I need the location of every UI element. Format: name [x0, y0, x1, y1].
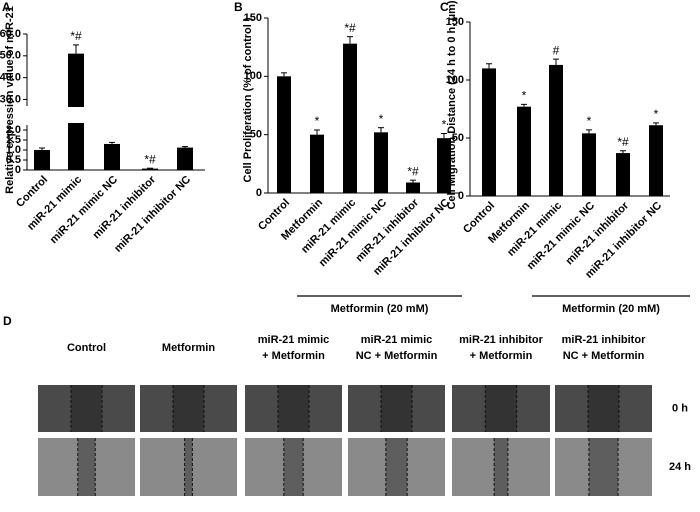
significance: # [553, 43, 560, 57]
y-tick-label: 0 [256, 187, 262, 199]
bracket-label: Metformin (20 mM) [331, 303, 429, 315]
bracket-label: Metformin (20 mM) [562, 303, 660, 315]
y-tick-label: 50 [452, 132, 464, 144]
wound-area [283, 438, 304, 496]
significance: * [654, 107, 659, 121]
significance: *# [344, 21, 356, 35]
significance: * [379, 112, 384, 126]
bar [343, 43, 357, 193]
panel-label: C [440, 0, 449, 14]
column-header: Control [67, 342, 106, 354]
y-tick-label: 0 [458, 190, 464, 202]
significance: *# [70, 29, 82, 43]
significance: * [315, 114, 320, 128]
bar [649, 125, 663, 196]
column-header: miR-21 inhibitor [562, 334, 646, 346]
bar [34, 150, 50, 170]
y-tick-label: 100 [244, 70, 262, 82]
y-tick-label: 0.5 [6, 154, 21, 166]
bar [310, 134, 324, 193]
column-header: + Metformin [470, 350, 533, 362]
y-tick-label: 1.5 [6, 134, 21, 146]
column-header: + Metformin [262, 350, 325, 362]
bar [406, 182, 420, 193]
significance: * [587, 114, 592, 128]
bar [104, 144, 120, 170]
y-tick-label: 50 [250, 129, 262, 141]
bar [437, 138, 451, 193]
y-tick-label: 60.0 [0, 28, 21, 40]
axis-break [21, 107, 205, 123]
y-tick-label: 30.0 [0, 93, 21, 105]
column-header: NC + Metformin [356, 350, 438, 362]
significance: *# [144, 152, 156, 166]
y-tick-label: 150 [446, 16, 464, 28]
wound-area [70, 385, 103, 432]
wound-area [184, 438, 193, 496]
wound-area [385, 438, 408, 496]
significance: *# [617, 135, 629, 149]
bar [549, 64, 563, 196]
y-tick-label: 50.0 [0, 50, 21, 62]
bar [616, 153, 630, 196]
significance: * [522, 89, 527, 103]
row-label: 0 h [672, 402, 688, 414]
panel-label: A [2, 0, 11, 14]
panel-label: B [234, 0, 243, 14]
wound-area [172, 385, 205, 432]
wound-area [277, 385, 310, 432]
y-axis-label: Cell Proliferation (% of control ) [242, 17, 254, 182]
column-header: miR-21 mimic [361, 334, 433, 346]
x-tick-label: miR-21 mimic NC [48, 174, 120, 246]
wound-area [587, 385, 620, 432]
bar [277, 76, 291, 193]
column-header: NC + Metformin [563, 350, 645, 362]
y-tick-label: 150 [244, 12, 262, 24]
wound-area [77, 438, 96, 496]
bar [517, 106, 531, 196]
wound-area [485, 385, 517, 432]
column-header: miR-21 mimic [258, 334, 330, 346]
y-tick-label: 0 [15, 164, 21, 176]
column-header: miR-21 inhibitor [459, 334, 543, 346]
bar [374, 132, 388, 193]
y-tick-label: 1.0 [6, 144, 21, 156]
significance: *# [407, 164, 419, 178]
y-axis-label: Relative expression value of miR-21 [4, 6, 16, 194]
wound-area [588, 438, 619, 496]
bar [177, 147, 193, 170]
column-header: Metformin [162, 342, 215, 354]
y-tick-label: 2.0 [6, 124, 21, 136]
y-tick-label: 100 [446, 74, 464, 86]
bar [482, 68, 496, 196]
bar [582, 133, 596, 196]
y-axis-label: Cell Migration Distance (24 h to 0 h, μm… [446, 0, 458, 209]
panel-label: D [3, 314, 12, 328]
significance: * [442, 118, 447, 132]
y-tick-label: 40.0 [0, 72, 21, 84]
bar [142, 168, 158, 170]
row-label: 24 h [669, 461, 691, 473]
wound-area [380, 385, 413, 432]
wound-area [494, 438, 508, 496]
